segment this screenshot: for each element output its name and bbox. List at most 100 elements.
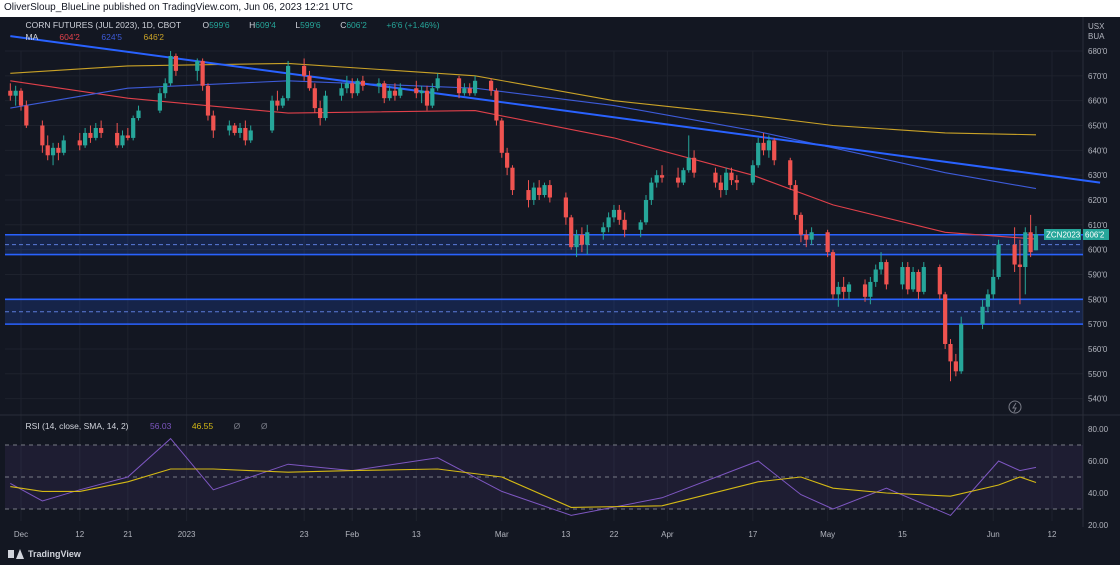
date-tick-label: Mar: [495, 530, 509, 539]
candle: [830, 249, 836, 300]
candle: [77, 132, 82, 151]
candle: [467, 83, 472, 96]
candle-body: [921, 267, 926, 292]
candle: [339, 83, 344, 101]
candle: [275, 90, 280, 111]
candle: [419, 85, 424, 104]
candle: [878, 252, 884, 275]
candle: [654, 170, 659, 188]
candle-body: [601, 227, 606, 233]
flash-icon-circle: [1008, 400, 1022, 414]
candle: [841, 276, 846, 300]
candle: [825, 229, 830, 258]
candle-body: [387, 90, 392, 99]
candle-body: [435, 78, 440, 89]
candle-body: [312, 88, 317, 109]
candle-body: [841, 286, 846, 292]
candle: [980, 299, 985, 330]
tradingview-logo[interactable]: TradingView: [8, 549, 81, 559]
price-chart[interactable]: 680'0 670'0 660'0 650'0 640'0 630'0 620'0 610'0…: [0, 17, 1120, 545]
svg-text:CORN FUTURES (JUL 2023), 1D, C: CORN FUTURES (JUL 2023), 1D, CBOT O599'6…: [9, 20, 451, 30]
candle-body: [868, 281, 873, 297]
candle: [579, 227, 585, 253]
candle: [99, 120, 104, 138]
candle-body: [280, 98, 285, 106]
symbol-tag-bg: [1044, 229, 1081, 240]
candle-body: [56, 147, 61, 153]
candle-body: [456, 78, 462, 94]
candle-body: [830, 252, 836, 295]
candle-body: [638, 222, 643, 230]
candle: [382, 80, 387, 104]
legend-rsi-empty-2: Ø: [261, 421, 268, 431]
candle: [472, 75, 478, 96]
date-tick-label: Jun: [987, 530, 1000, 539]
candle-body: [237, 127, 243, 133]
last-price-tag-bg: [1083, 229, 1109, 240]
candle-body: [766, 140, 771, 151]
candle: [622, 212, 627, 238]
candle-body: [809, 232, 814, 240]
candle-body: [606, 217, 611, 228]
legend-low-value: 599'6: [300, 20, 321, 30]
candle-body: [911, 271, 916, 290]
candle: [125, 127, 130, 141]
last-price-tag: 606'2: [1083, 229, 1109, 240]
candle-body: [563, 197, 568, 218]
date-tick-label: 12: [1048, 530, 1057, 539]
moving-average-line: [10, 80, 1037, 240]
rsi-pane: [5, 437, 1083, 517]
candle-body: [285, 65, 291, 99]
candle-body: [574, 234, 579, 248]
price-axis[interactable]: 680'0 670'0 660'0 650'0 640'0 630'0 620'0 610'0…: [1088, 47, 1109, 530]
candle-body: [686, 157, 691, 171]
time-axis[interactable]: Dec 12 21 2023 23 Feb 13 Mar 13 22 Apr 17 May 15 Jun 12: [14, 530, 1057, 539]
candle: [120, 130, 125, 148]
candle-body: [996, 244, 1001, 277]
candle-body: [115, 132, 120, 146]
candle-body: [862, 284, 868, 297]
candle: [638, 219, 643, 238]
candle-body: [734, 180, 739, 183]
candle: [873, 264, 878, 287]
flash-icon[interactable]: [1008, 400, 1022, 414]
candle-body: [462, 88, 467, 94]
candle: [772, 137, 777, 166]
date-tick-label: 2023: [178, 530, 196, 539]
candle: [921, 262, 926, 295]
legend-change: +6'6 (+1.46%): [386, 20, 439, 30]
candle-body: [729, 172, 734, 181]
price-tick-label: 660'0: [1088, 97, 1108, 106]
trendline-group[interactable]: [10, 35, 1101, 184]
price-tick-label: 640'0: [1088, 146, 1108, 155]
date-tick-label: 21: [123, 530, 132, 539]
candle-body: [125, 135, 130, 138]
candle: [761, 132, 766, 156]
candle-body: [173, 55, 179, 71]
candle: [414, 80, 419, 99]
candle-body: [900, 267, 905, 285]
price-tick-label: 630'0: [1088, 171, 1108, 180]
candle-body: [494, 90, 499, 121]
candle-body: [681, 170, 686, 183]
price-tick-label: 540'0: [1088, 395, 1108, 404]
candle: [243, 120, 248, 146]
candle-body: [1033, 234, 1039, 251]
price-tick-label: 650'0: [1088, 121, 1108, 130]
candle-body: [943, 294, 948, 344]
candle: [905, 262, 910, 295]
candle: [312, 83, 317, 114]
candle-body: [83, 132, 88, 146]
candle: [916, 269, 921, 300]
legend-high-key: H: [249, 20, 255, 30]
candle: [227, 120, 232, 136]
candle: [499, 118, 504, 158]
candle: [643, 195, 649, 225]
candle-body: [622, 219, 627, 230]
candle: [1033, 226, 1039, 251]
symbol-tag: ZCN2023: [1044, 229, 1081, 240]
candle: [943, 291, 948, 349]
trendline[interactable]: [10, 35, 1101, 184]
price-tick-label: 590'0: [1088, 270, 1108, 279]
candle: [115, 123, 120, 148]
